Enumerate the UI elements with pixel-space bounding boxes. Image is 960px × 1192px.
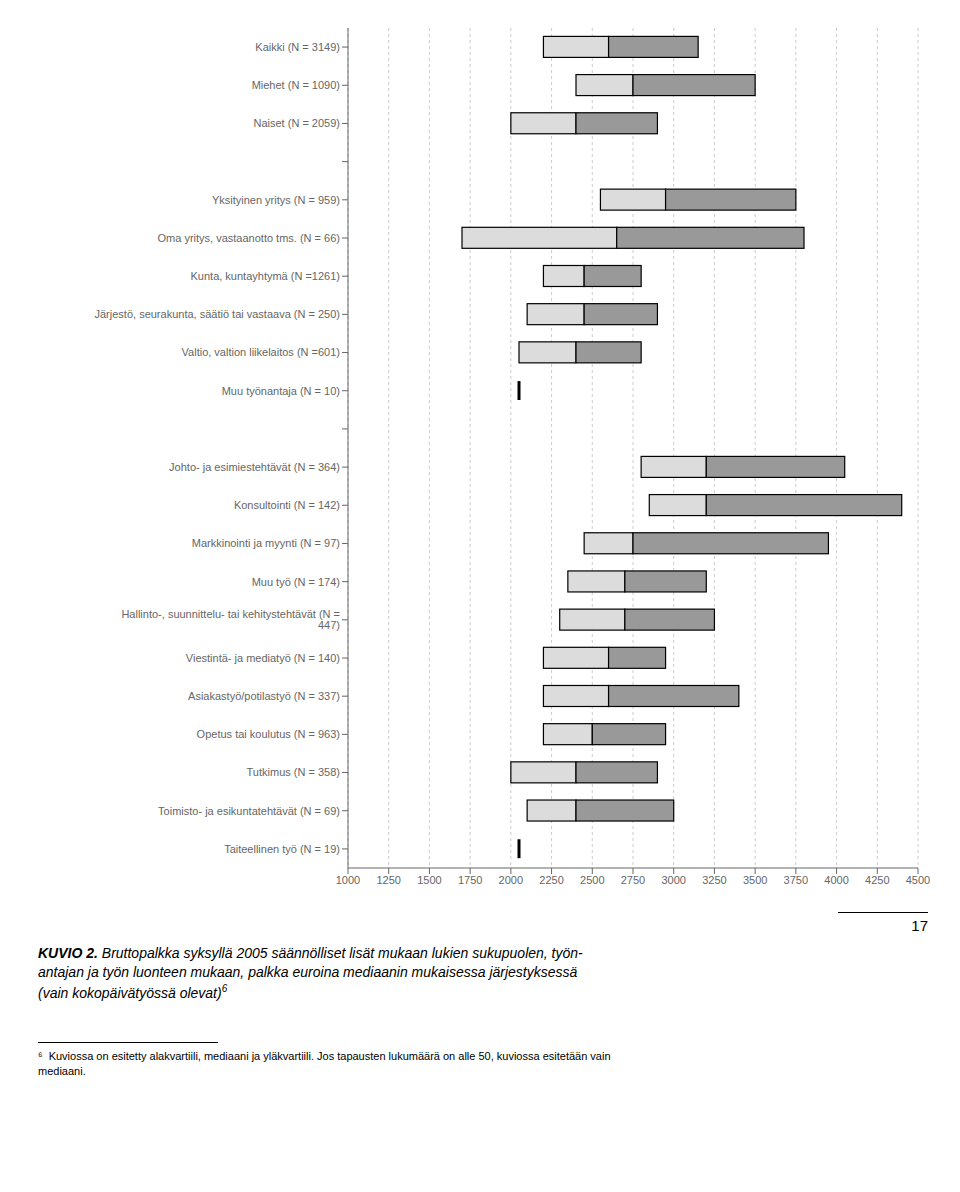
svg-text:Kunta, kuntayhtymä (N =1261): Kunta, kuntayhtymä (N =1261): [191, 270, 341, 282]
svg-text:Hallinto-, suunnittelu- tai ke: Hallinto-, suunnittelu- tai kehitystehtä…: [121, 608, 340, 631]
svg-text:Johto- ja esimiestehtävät (N =: Johto- ja esimiestehtävät (N = 364): [169, 461, 340, 473]
svg-text:Järjestö, seurakunta, säätiö t: Järjestö, seurakunta, säätiö tai vastaav…: [95, 308, 341, 320]
svg-text:Opetus tai koulutus (N = 963): Opetus tai koulutus (N = 963): [197, 728, 340, 740]
svg-text:4500: 4500: [906, 874, 930, 886]
svg-text:Asiakastyö/potilastyö (N = 337: Asiakastyö/potilastyö (N = 337): [188, 690, 340, 702]
svg-text:Konsultointi (N = 142): Konsultointi (N = 142): [234, 499, 340, 511]
svg-text:1250: 1250: [376, 874, 400, 886]
svg-text:1000: 1000: [336, 874, 360, 886]
html-text:17: 17: [911, 917, 928, 934]
svg-text:Markkinointi ja myynti (N = 97: Markkinointi ja myynti (N = 97): [192, 537, 340, 549]
svg-text:Valtio, valtion liikelaitos (N: Valtio, valtion liikelaitos (N =601): [182, 346, 340, 358]
svg-text:Kaikki (N = 3149): Kaikki (N = 3149): [255, 41, 340, 53]
svg-text:3500: 3500: [743, 874, 767, 886]
svg-text:2500: 2500: [580, 874, 604, 886]
svg-text:2000: 2000: [499, 874, 523, 886]
svg-text:Tutkimus (N = 358): Tutkimus (N = 358): [247, 766, 340, 778]
svg-text:Miehet (N = 1090): Miehet (N = 1090): [252, 79, 340, 91]
svg-text:1750: 1750: [458, 874, 482, 886]
html-text:KUVIO 2. Bruttopalkka syksyllä: KUVIO 2. Bruttopalkka syksyllä 2005 sään…: [38, 945, 583, 1001]
svg-text:Naiset (N = 2059): Naiset (N = 2059): [253, 117, 340, 129]
svg-text:1500: 1500: [417, 874, 441, 886]
svg-text:Muu työ (N = 174): Muu työ (N = 174): [252, 576, 340, 588]
svg-text:4000: 4000: [824, 874, 848, 886]
svg-text:3750: 3750: [784, 874, 808, 886]
svg-text:3250: 3250: [702, 874, 726, 886]
svg-text:4250: 4250: [865, 874, 889, 886]
html-text:⁶ Kuviossa on esitetty alakvar: ⁶ Kuviossa on esitetty alakvartiili, med…: [38, 1050, 611, 1078]
svg-text:Viestintä- ja mediatyö (N = 14: Viestintä- ja mediatyö (N = 140): [186, 652, 340, 664]
svg-text:Muu työnantaja (N = 10): Muu työnantaja (N = 10): [222, 385, 340, 397]
svg-text:2250: 2250: [539, 874, 563, 886]
svg-text:3000: 3000: [661, 874, 685, 886]
svg-text:2750: 2750: [621, 874, 645, 886]
svg-text:Taiteellinen työ (N = 19): Taiteellinen työ (N = 19): [224, 843, 340, 855]
svg-text:Oma yritys, vastaanotto tms. (: Oma yritys, vastaanotto tms. (N = 66): [158, 232, 340, 244]
svg-text:Toimisto- ja esikuntatehtävät: Toimisto- ja esikuntatehtävät (N = 69): [158, 805, 340, 817]
svg-text:Yksityinen yritys (N = 959): Yksityinen yritys (N = 959): [212, 194, 340, 206]
